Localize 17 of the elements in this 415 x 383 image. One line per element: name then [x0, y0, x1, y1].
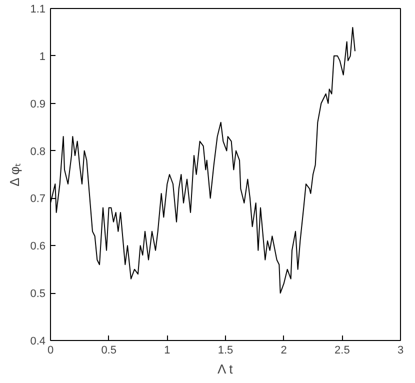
y-axis-title: Δ φₜ — [7, 163, 22, 186]
y-tick-label: 0.4 — [30, 336, 46, 348]
x-tick-label: 2.5 — [334, 344, 350, 356]
y-tick-label: 0.6 — [30, 240, 46, 253]
x-axis-title: Λ t — [218, 362, 234, 376]
x-tick-label: 3 — [397, 344, 404, 356]
x-tick-label: 2 — [280, 344, 287, 356]
x-tick-label: 0.5 — [101, 344, 116, 356]
y-tick-label: 0.9 — [30, 98, 46, 110]
y-tick-label: 1 — [39, 50, 46, 63]
x-tick-label: 1.5 — [218, 344, 234, 356]
x-tick-label: 1 — [164, 344, 170, 356]
y-tick-label: 1.1 — [30, 4, 46, 16]
y-tick-label: 0.7 — [30, 193, 46, 206]
y-tick-label: 0.5 — [30, 288, 46, 300]
y-tick-label: 0.8 — [30, 146, 46, 158]
x-tick-label: 0 — [47, 344, 54, 356]
